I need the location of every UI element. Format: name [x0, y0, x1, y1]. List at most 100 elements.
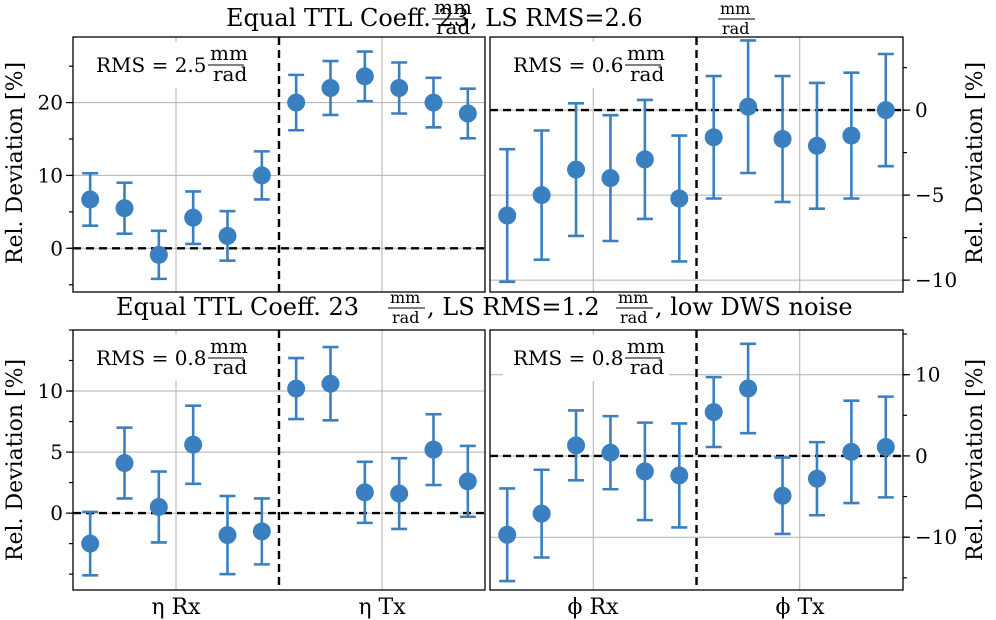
- ytick-label-0: 0: [50, 501, 63, 525]
- bottom-title-frac-num: mm: [390, 288, 420, 307]
- data-point-7: [739, 97, 758, 116]
- top-title: Equal TTL Coeff. 23: [226, 4, 469, 32]
- data-point-4: [218, 526, 237, 545]
- rms-unit-den: rad: [630, 62, 664, 86]
- data-point-11: [458, 104, 477, 123]
- ylabel-bottom-right: Rel. Deviation [%]: [963, 359, 988, 561]
- bottom-title-frac2-den: rad: [620, 308, 647, 327]
- data-point-11: [458, 472, 477, 491]
- data-point-10: [842, 126, 861, 145]
- ytick-label-1: 0: [915, 444, 928, 468]
- data-point-3: [601, 443, 620, 462]
- data-point-10: [842, 442, 861, 461]
- data-point-0: [81, 190, 100, 209]
- data-point-1: [532, 186, 551, 205]
- bottom-title-fraction: mm rad: [388, 288, 425, 327]
- rms-unit-den: rad: [213, 355, 247, 379]
- rms-unit-num: mm: [210, 334, 248, 358]
- ytick-label-0: 0: [50, 236, 63, 260]
- ytick-label-0: −10: [915, 268, 957, 292]
- axes-frame: [489, 329, 904, 591]
- data-point-2: [149, 245, 168, 264]
- data-point-6: [704, 403, 723, 422]
- data-point-1: [532, 504, 551, 523]
- rms-unit-num: mm: [627, 41, 665, 65]
- data-point-11: [876, 101, 895, 120]
- rms-unit-den: rad: [213, 62, 247, 86]
- bottom-title-middle: , LS RMS=1.2: [427, 293, 600, 321]
- top-title-frac2-num: mm: [720, 0, 750, 18]
- data-point-5: [252, 522, 271, 541]
- rms-label: RMS = 0.6: [513, 53, 624, 77]
- data-point-8: [355, 483, 374, 502]
- data-point-9: [390, 484, 409, 503]
- top-title-fraction-2: mm rad: [718, 0, 755, 38]
- bottom-title-frac-den: rad: [392, 308, 419, 327]
- bottom-title-suffix: , low DWS noise: [655, 293, 853, 321]
- top-title-middle: , LS RMS=2.6: [470, 4, 643, 32]
- xlabel-phi-tx: ϕ Tx: [775, 595, 825, 620]
- data-point-4: [218, 226, 237, 245]
- data-point-1: [115, 454, 134, 473]
- data-point-2: [567, 436, 586, 455]
- data-point-8: [773, 130, 792, 148]
- rms-unit-num: mm: [210, 41, 248, 65]
- data-point-9: [807, 136, 826, 155]
- axes-frame: [72, 329, 486, 591]
- data-point-10: [424, 440, 443, 459]
- top-title-frac-num: mm: [434, 0, 472, 19]
- ylabel-top-right: Rel. Deviation [%]: [963, 62, 988, 264]
- xlabel-eta-rx: η Rx: [151, 595, 201, 620]
- data-point-6: [704, 128, 723, 147]
- ytick-label-1: 10: [38, 163, 63, 187]
- axes-frame: [72, 36, 486, 293]
- data-point-7: [321, 374, 340, 393]
- ytick-label-2: 0: [915, 98, 928, 122]
- ytick-label-2: 10: [915, 363, 940, 387]
- top-title-frac2-den: rad: [722, 19, 749, 38]
- data-point-6: [287, 93, 306, 112]
- bottom-title-fraction-2: mm rad: [616, 288, 653, 327]
- data-point-3: [601, 169, 620, 188]
- data-point-5: [670, 189, 689, 208]
- ylabel-top-left: Rel. Deviation [%]: [3, 62, 28, 264]
- data-point-3: [184, 435, 203, 454]
- ytick-label-2: 10: [38, 379, 63, 403]
- ytick-label-1: 5: [50, 440, 63, 464]
- data-point-4: [635, 462, 654, 481]
- rms-label: RMS = 0.8: [513, 346, 624, 370]
- data-point-0: [81, 534, 100, 553]
- rms-label: RMS = 0.8: [96, 346, 207, 370]
- top-title-frac-den: rad: [436, 15, 470, 39]
- data-point-0: [498, 206, 517, 225]
- rms-unit-den: rad: [630, 355, 664, 379]
- rms-label: RMS = 2.5: [96, 53, 207, 77]
- data-point-10: [424, 93, 443, 112]
- data-point-0: [498, 525, 517, 544]
- data-point-11: [876, 438, 895, 456]
- ytick-label-1: −5: [915, 183, 944, 207]
- axes-frame: [489, 36, 904, 293]
- data-point-2: [567, 160, 586, 179]
- data-point-4: [635, 150, 654, 169]
- bottom-title-frac2-num: mm: [618, 288, 648, 307]
- data-point-2: [149, 497, 168, 516]
- data-point-5: [252, 166, 271, 185]
- xlabel-phi-rx: ϕ Rx: [568, 595, 620, 620]
- data-point-6: [287, 379, 306, 398]
- data-point-3: [184, 208, 203, 227]
- data-point-8: [355, 67, 374, 86]
- data-point-9: [807, 469, 826, 488]
- ytick-label-0: −10: [915, 525, 957, 549]
- data-point-7: [739, 379, 758, 398]
- data-point-5: [670, 466, 689, 485]
- data-point-7: [321, 79, 340, 97]
- rms-unit-num: mm: [627, 334, 665, 358]
- data-point-1: [115, 199, 134, 218]
- data-point-9: [390, 79, 409, 97]
- xlabel-eta-tx: η Tx: [358, 595, 406, 620]
